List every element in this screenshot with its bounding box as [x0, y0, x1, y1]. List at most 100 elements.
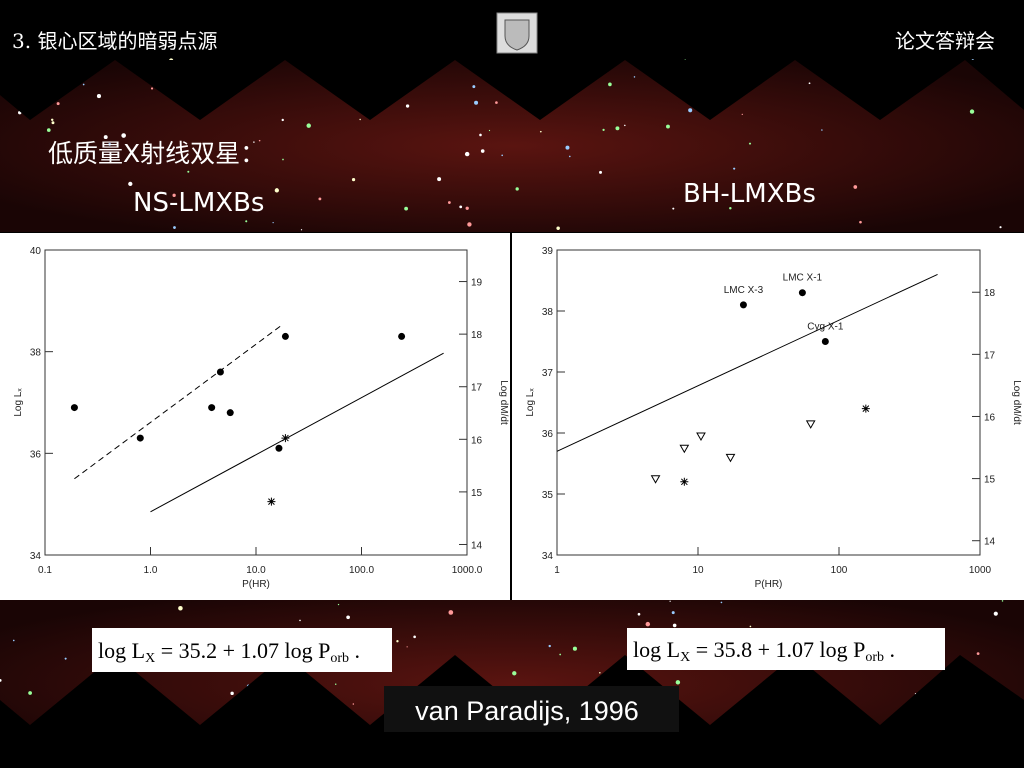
data-point	[226, 409, 234, 417]
right-label: BH-LMXBs	[683, 179, 816, 209]
star	[548, 644, 551, 648]
point-label: LMC X-1	[783, 273, 823, 284]
slide-tag: 论文答辩会	[895, 29, 995, 53]
star	[103, 135, 108, 140]
star	[741, 113, 743, 116]
star	[64, 657, 67, 660]
x-axis-label: P(HR)	[755, 579, 783, 590]
star	[300, 229, 303, 231]
star	[669, 600, 671, 602]
star	[245, 220, 248, 223]
y2-tick-label: 18	[471, 330, 483, 341]
star	[559, 653, 562, 656]
star	[474, 100, 479, 105]
star	[1001, 600, 1004, 602]
star	[172, 193, 176, 197]
y-tick-label: 34	[542, 551, 554, 562]
star	[281, 118, 284, 122]
equation-box	[627, 628, 945, 670]
x-tick-label: 10	[692, 565, 704, 576]
eq-part: = 35.2 + 1.07 log P	[155, 638, 330, 663]
data-point	[208, 404, 216, 412]
eq-part: X	[680, 650, 690, 665]
star	[488, 129, 491, 132]
y2-axis-label: Log dM/dt	[498, 380, 509, 425]
citation-box	[384, 686, 679, 732]
star	[51, 121, 55, 125]
star	[337, 603, 340, 606]
star	[253, 141, 255, 143]
star	[999, 226, 1002, 229]
star	[602, 128, 605, 131]
star	[334, 683, 337, 685]
y2-tick-label: 14	[984, 537, 996, 548]
star	[28, 691, 32, 695]
star	[0, 678, 2, 682]
zigzag-top	[0, 60, 1024, 120]
eq-part: orb	[330, 651, 349, 666]
star	[274, 188, 279, 193]
y2-tick-label: 17	[984, 350, 996, 361]
star	[352, 703, 355, 705]
star	[821, 129, 823, 131]
star	[729, 207, 732, 210]
star	[459, 205, 463, 209]
star	[495, 101, 498, 104]
y-tick-label: 38	[30, 348, 42, 359]
plots: 0.1 1.0 10.0 100.0 1000.03436384014151617181…	[13, 246, 1022, 590]
fit-line	[150, 352, 444, 513]
star	[808, 82, 811, 85]
star	[671, 611, 675, 615]
point-label: LMC X-3	[724, 285, 764, 296]
y2-tick-label: 15	[984, 475, 996, 486]
star	[108, 143, 112, 146]
star	[666, 124, 670, 129]
star	[599, 170, 602, 174]
eq-part: orb	[865, 650, 884, 665]
star	[993, 611, 998, 616]
left-label: NS-LMXBs	[133, 188, 264, 218]
star	[624, 124, 626, 127]
star	[258, 139, 261, 142]
star	[50, 118, 54, 122]
equation: log LX = 35.2 + 1.07 log Porb .	[98, 638, 360, 666]
data-point	[650, 475, 661, 484]
logo-shield	[504, 19, 530, 51]
star	[749, 625, 752, 628]
y-tick-label: 38	[542, 307, 554, 318]
star	[346, 615, 350, 620]
star	[501, 154, 503, 157]
star	[405, 104, 410, 108]
star	[203, 148, 207, 151]
data-point	[267, 497, 276, 506]
star	[406, 646, 408, 648]
star	[688, 108, 693, 113]
star	[480, 149, 485, 153]
y-axis-label: Log Lₓ	[525, 388, 536, 417]
x-tick-label: 1000	[969, 565, 992, 576]
x-tick-label: 10.0	[246, 565, 266, 576]
y2-tick-label: 14	[471, 540, 483, 551]
chart: 0.1 1.0 10.0 100.0 1000.0 34 36 38 40 14 15 16 17 18 1…	[13, 246, 509, 590]
data-point	[680, 477, 689, 486]
y2-tick-label: 17	[471, 383, 483, 394]
star	[568, 155, 571, 158]
x-tick-label: 100.0	[349, 565, 374, 576]
star	[318, 197, 322, 201]
fit-line	[556, 273, 938, 452]
star	[46, 128, 51, 132]
data-point	[216, 368, 224, 376]
star	[128, 181, 133, 186]
star	[565, 145, 570, 150]
data-point	[275, 444, 283, 452]
star	[479, 133, 482, 137]
data-point	[798, 289, 806, 297]
x-axis-label: P(HR)	[242, 579, 270, 590]
data-point	[679, 444, 690, 454]
star	[859, 220, 862, 224]
star	[599, 672, 601, 674]
star	[413, 635, 416, 639]
x-tick-label: 100	[831, 565, 848, 576]
y-tick-label: 37	[542, 368, 554, 379]
star	[633, 76, 636, 78]
